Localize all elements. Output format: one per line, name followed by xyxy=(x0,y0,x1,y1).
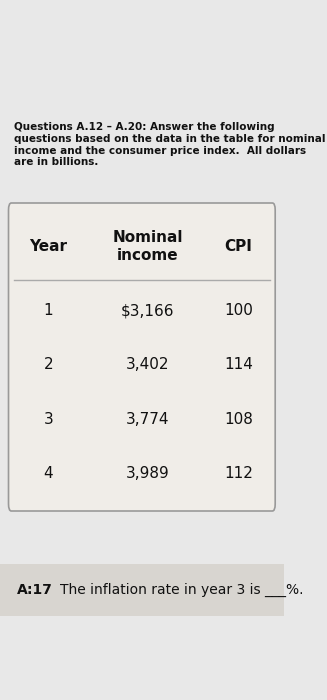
Text: 3,774: 3,774 xyxy=(126,412,169,426)
Text: 112: 112 xyxy=(224,466,253,481)
Text: 3: 3 xyxy=(43,412,53,426)
Text: Questions A.12 – A.20: Answer the following questions based on the data in the t: Questions A.12 – A.20: Answer the follow… xyxy=(14,122,326,167)
Text: Year: Year xyxy=(29,239,67,254)
Text: CPI: CPI xyxy=(224,239,252,254)
Text: Nominal
income: Nominal income xyxy=(112,230,183,262)
Text: $3,166: $3,166 xyxy=(121,303,174,318)
Text: 114: 114 xyxy=(224,358,253,372)
Text: 100: 100 xyxy=(224,303,253,318)
Text: 3,402: 3,402 xyxy=(126,358,169,372)
Text: 108: 108 xyxy=(224,412,253,426)
Text: 2: 2 xyxy=(43,358,53,372)
FancyBboxPatch shape xyxy=(9,203,275,511)
Text: 3,989: 3,989 xyxy=(126,466,169,481)
Text: 1: 1 xyxy=(43,303,53,318)
Text: The inflation rate in year 3 is ___%.: The inflation rate in year 3 is ___%. xyxy=(60,582,303,597)
FancyBboxPatch shape xyxy=(0,564,284,616)
Text: A:17: A:17 xyxy=(17,582,53,596)
Text: 4: 4 xyxy=(43,466,53,481)
